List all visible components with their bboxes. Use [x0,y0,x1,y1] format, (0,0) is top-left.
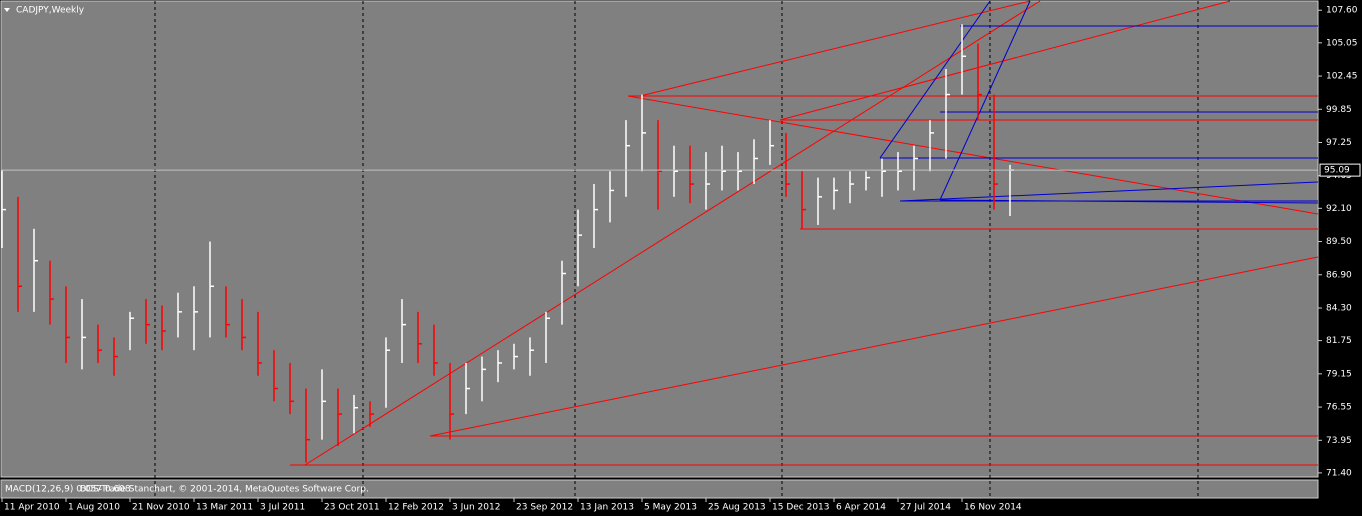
x-tick-label: 15 Dec 2013 [772,503,830,513]
plot-area [0,0,1319,478]
chart-title: CADJPY,Weekly [16,6,85,16]
current-price-label: 95.09 [1324,166,1350,176]
y-tick-label: 84.30 [1326,304,1352,314]
x-tick-label: 3 Jul 2011 [260,503,305,513]
trend-lines [290,0,1319,466]
y-tick-label: 76.55 [1326,403,1352,413]
y-tick-label: 89.50 [1326,237,1352,247]
y-tick-label: 81.75 [1326,336,1352,346]
x-tick-label: 1 Aug 2010 [68,503,120,513]
indicator-label: MACD(12,26,9) 0.057 0.608 [5,485,131,495]
x-tick-label: 5 May 2013 [644,503,697,513]
channel-lines [879,0,1319,204]
current-price-box [1319,163,1361,177]
x-tick-label: 21 Nov 2010 [132,503,190,513]
y-tick-label: 99.85 [1326,105,1352,115]
y-tick-label: 107.60 [1326,6,1358,16]
x-tick-label: 27 Jul 2014 [900,503,951,513]
menu-arrow[interactable] [4,8,10,12]
x-tick-label: 23 Sep 2012 [516,503,573,513]
x-tick-label: 13 Mar 2011 [196,503,253,513]
y-tick-label: 92.10 [1326,204,1352,214]
x-tick-label: 3 Jun 2012 [452,503,500,513]
y-tick-label: 102.45 [1326,72,1358,82]
x-tick-label: 23 Oct 2011 [324,503,380,513]
y-tick-label: 71.40 [1326,468,1352,478]
period-separators [154,1,1199,498]
y-tick-label: 86.90 [1326,270,1352,280]
copyright: BOS-Trade Stanchart, © 2001-2014, MetaQu… [80,485,369,495]
y-tick-label: 97.25 [1326,138,1352,148]
x-tick-label: 11 Apr 2010 [4,503,60,513]
y-tick-label: 105.05 [1326,38,1358,48]
x-tick-label: 6 Apr 2014 [836,503,886,513]
sub-window [0,479,1319,499]
y-tick-label: 73.95 [1326,436,1352,446]
y-tick-label: 79.15 [1326,369,1352,379]
x-tick-label: 16 Nov 2014 [964,503,1022,513]
x-tick-label: 12 Feb 2012 [388,503,444,513]
x-tick-label: 25 Aug 2013 [708,503,766,513]
x-tick-label: 13 Jan 2013 [580,503,634,513]
